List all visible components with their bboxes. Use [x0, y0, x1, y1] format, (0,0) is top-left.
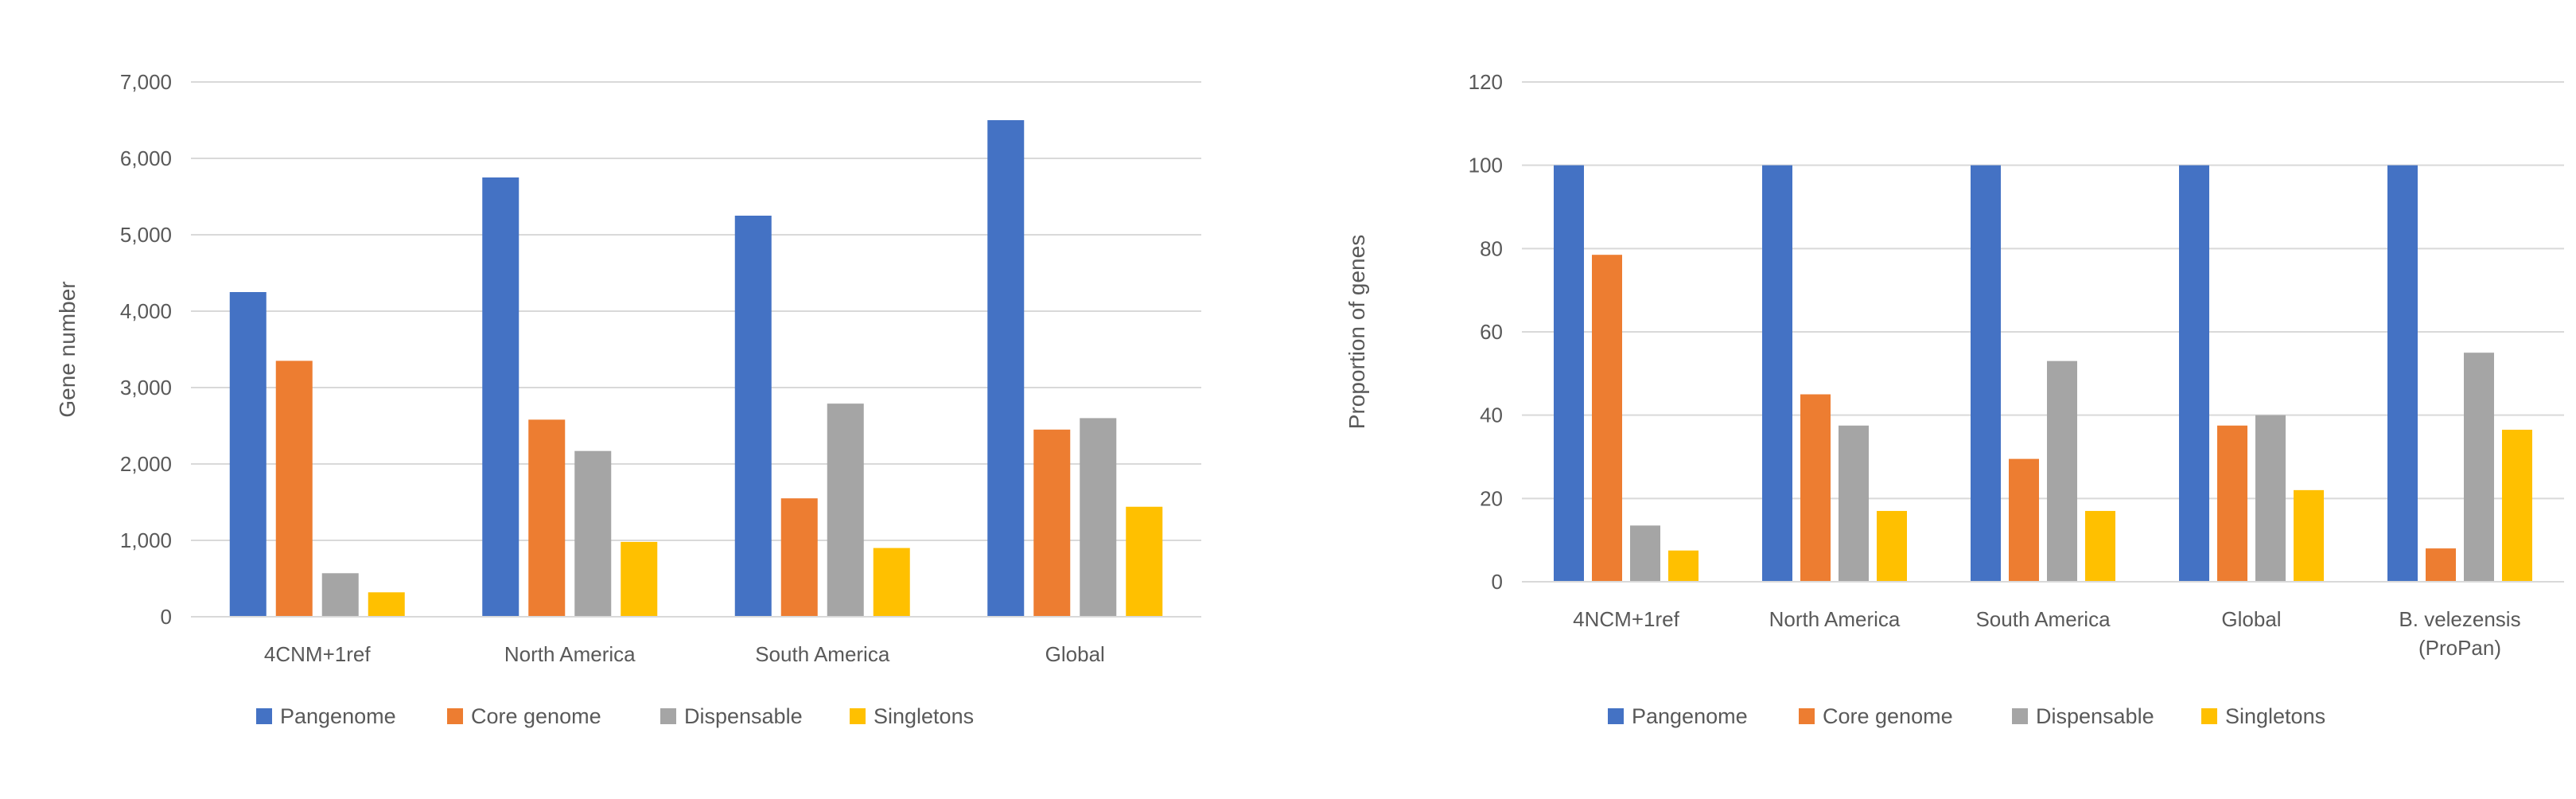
bar-pangenome — [1554, 165, 1584, 582]
y-tick-label: 1,000 — [120, 528, 172, 552]
legend-label: Dispensable — [2036, 704, 2154, 728]
bar-dispensable — [2047, 361, 2077, 582]
y-tick-label: 4,000 — [120, 299, 172, 323]
bar-pangenome — [1971, 165, 2001, 582]
y-tick-label: 5,000 — [120, 223, 172, 247]
bar-pangenome — [229, 292, 267, 617]
bar-singletons — [621, 541, 658, 617]
bar-singletons — [873, 548, 910, 617]
bar-pangenome — [2387, 165, 2418, 582]
bar-singletons — [1877, 511, 1907, 582]
bar-pangenome — [734, 216, 772, 617]
x-tick-label: Global — [2221, 607, 2281, 631]
x-tick-label: (ProPan) — [2418, 636, 2501, 660]
legend-swatch — [2012, 708, 2028, 724]
y-tick-label: 3,000 — [120, 376, 172, 400]
y-tick-label: 120 — [1469, 70, 1503, 94]
bar-singletons — [368, 592, 405, 617]
bar-singletons — [2502, 429, 2532, 582]
bar-core-genome — [275, 361, 313, 617]
gene-number-chart: 0 1,000 2,000 3,000 4,000 5,000 6,000 7,000 Gene… — [55, 70, 1201, 728]
legend-label: Core genome — [471, 704, 601, 728]
legend-swatch — [447, 708, 463, 724]
legend-swatch — [1608, 708, 1624, 724]
legend-label: Dispensable — [684, 704, 803, 728]
legend-swatch — [850, 708, 866, 724]
proportion-of-genes-chart: 0 20 40 60 80 100 120 Proportion of genes 4NCM+1… — [1344, 70, 2564, 728]
y-tick-label: 80 — [1480, 236, 1503, 260]
bar-core-genome — [1592, 255, 1622, 582]
x-tick-label: North America — [504, 642, 636, 666]
legend-swatch — [256, 708, 272, 724]
legend-swatch — [660, 708, 676, 724]
y-tick-label: 2,000 — [120, 452, 172, 476]
legend-label: Singletons — [2225, 704, 2325, 728]
bar-singletons — [1126, 506, 1163, 617]
x-tick-label: South America — [755, 642, 890, 666]
bar-singletons — [1668, 550, 1699, 582]
y-tick-label: 20 — [1480, 486, 1503, 510]
legend-label: Pangenome — [1632, 704, 1748, 728]
y-tick-label: 0 — [161, 605, 172, 629]
bar-pangenome — [2179, 165, 2209, 582]
y-axis-title: Gene number — [55, 281, 80, 417]
x-tick-label: North America — [1769, 607, 1901, 631]
bar-core-genome — [528, 419, 566, 617]
bar-pangenome — [987, 120, 1025, 617]
legend-label: Core genome — [1823, 704, 1953, 728]
bar-core-genome — [2426, 548, 2456, 582]
x-tick-label: B. velezensis — [2399, 607, 2520, 631]
y-axis-title: Proportion of genes — [1344, 235, 1369, 429]
bar-dispensable — [1839, 425, 1869, 582]
bar-core-genome — [2009, 458, 2039, 582]
bar-dispensable — [1630, 525, 1660, 582]
y-tick-label: 6,000 — [120, 146, 172, 170]
bar-dispensable — [2255, 415, 2286, 582]
x-tick-label: 4NCM+1ref — [1573, 607, 1679, 631]
y-tick-label: 0 — [1492, 570, 1503, 594]
y-tick-label: 40 — [1480, 403, 1503, 427]
bar-dispensable — [321, 573, 359, 617]
bar-dispensable — [827, 403, 864, 617]
legend-label: Pangenome — [280, 704, 396, 728]
bar-singletons — [2294, 489, 2324, 582]
bar-core-genome — [1033, 429, 1071, 617]
legend-label: Singletons — [874, 704, 974, 728]
bar-dispensable — [574, 450, 612, 617]
bar-pangenome — [1762, 165, 1792, 582]
y-tick-label: 7,000 — [120, 70, 172, 94]
bar-pangenome — [482, 177, 519, 617]
x-tick-label: South America — [1975, 607, 2111, 631]
y-tick-label: 60 — [1480, 320, 1503, 344]
bar-dispensable — [1080, 418, 1117, 617]
bar-dispensable — [2464, 353, 2494, 582]
legend-swatch — [1799, 708, 1815, 724]
legend-swatch — [2201, 708, 2217, 724]
x-tick-label: 4CNM+1ref — [264, 642, 371, 666]
bar-core-genome — [780, 498, 818, 617]
y-tick-label: 100 — [1469, 154, 1503, 177]
bar-core-genome — [2217, 425, 2247, 582]
bar-core-genome — [1800, 394, 1831, 582]
x-tick-label: Global — [1045, 642, 1105, 666]
bar-singletons — [2085, 511, 2115, 582]
